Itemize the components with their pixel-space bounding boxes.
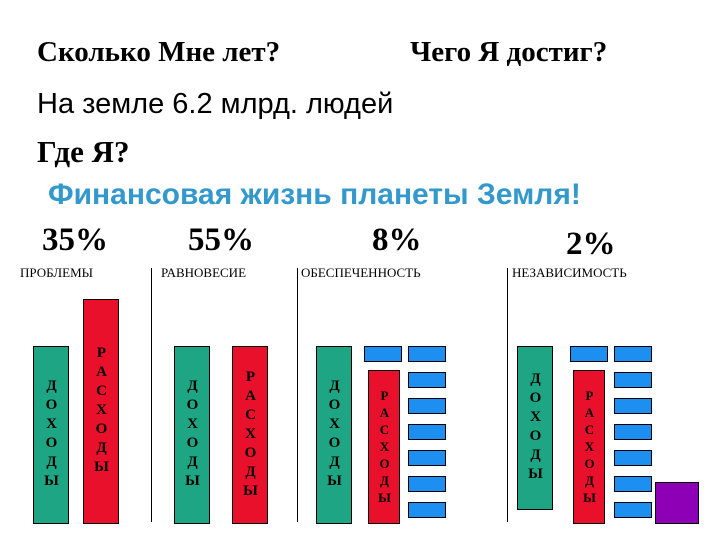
asset-block	[614, 372, 652, 388]
income-bar: ДОХОДЫ	[316, 346, 352, 524]
column-divider	[297, 268, 298, 522]
percent-security: 8%	[372, 222, 422, 258]
asset-block	[408, 424, 446, 440]
asset-block	[408, 476, 446, 492]
asset-block	[614, 476, 652, 492]
expenses-bar: РАСХОДЫ	[368, 370, 400, 524]
asset-block	[614, 502, 652, 518]
column-divider	[507, 268, 508, 522]
asset-block	[408, 502, 446, 518]
asset-block	[408, 346, 446, 362]
column-divider	[151, 268, 152, 522]
asset-block	[570, 346, 608, 362]
asset-block	[408, 450, 446, 466]
question-achieved: Чего Я достиг?	[410, 36, 608, 68]
asset-block	[614, 424, 652, 440]
percent-balance: 55%	[188, 222, 254, 258]
surplus-block	[655, 482, 699, 524]
income-bar: ДОХОДЫ	[517, 346, 553, 510]
main-heading: Финансовая жизнь планеты Земля!	[48, 178, 581, 211]
label-problems: ПРОБЛЕМЫ	[20, 265, 93, 280]
asset-block	[408, 398, 446, 414]
question-where: Где Я?	[37, 134, 130, 169]
label-independence: НЕЗАВИСИМОСТЬ	[512, 265, 627, 280]
expenses-bar: РАСХОДЫ	[573, 370, 605, 524]
income-bar: ДОХОДЫ	[33, 346, 69, 524]
population-text: На земле 6.2 млрд. людей	[37, 88, 394, 120]
percent-independence: 2%	[566, 226, 616, 262]
label-balance: РАВНОВЕСИЕ	[161, 265, 247, 280]
asset-block	[614, 450, 652, 466]
label-security: ОБЕСПЕЧЕННОСТЬ	[301, 265, 421, 280]
question-age: Сколько Мне лет?	[37, 36, 281, 68]
asset-block	[364, 346, 402, 362]
expenses-bar: РАСХОДЫ	[83, 299, 119, 524]
percent-problems: 35%	[42, 222, 108, 258]
asset-block	[408, 372, 446, 388]
asset-block	[614, 398, 652, 414]
asset-block	[614, 346, 652, 362]
expenses-bar: РАСХОДЫ	[232, 346, 268, 524]
income-bar: ДОХОДЫ	[174, 346, 210, 524]
